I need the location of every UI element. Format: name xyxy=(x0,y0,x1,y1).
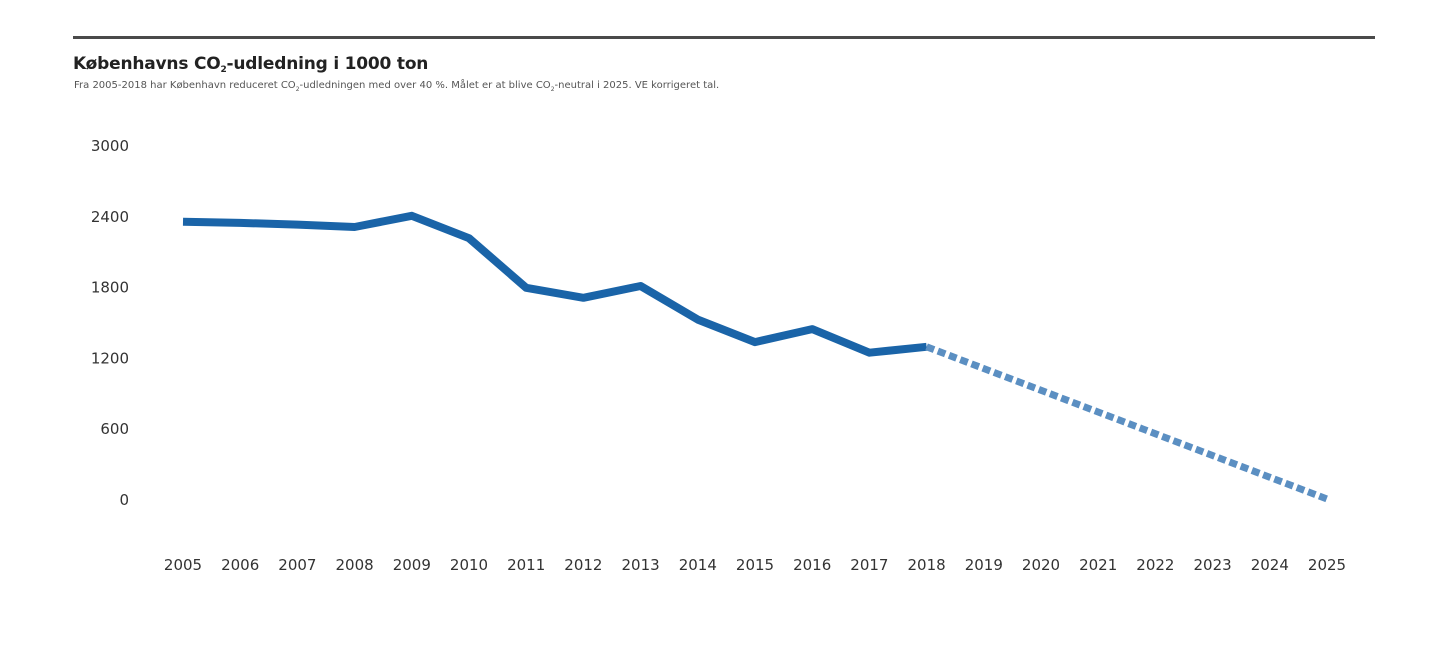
x-tick-label: 2016 xyxy=(793,556,831,574)
y-tick-label: 2400 xyxy=(91,208,129,226)
title-text: Københavns CO xyxy=(73,54,221,74)
x-tick-label: 2010 xyxy=(450,556,488,574)
y-tick-label: 0 xyxy=(119,491,129,509)
x-tick-label: 2009 xyxy=(393,556,431,574)
y-tick-label: 1200 xyxy=(91,349,129,367)
title-text-end: -udledning i 1000 ton xyxy=(226,54,429,74)
x-tick-label: 2007 xyxy=(278,556,316,574)
subtitle-subscript: 2 xyxy=(295,86,300,93)
x-tick-label: 2011 xyxy=(507,556,545,574)
x-tick-label: 2013 xyxy=(622,556,660,574)
y-axis: 3000 2400 1800 1200 600 0 xyxy=(91,137,129,509)
x-tick-label: 2006 xyxy=(221,556,259,574)
subtitle-part: -neutral i 2025. VE korrigeret tal. xyxy=(554,80,720,91)
x-tick-label: 2014 xyxy=(679,556,717,574)
series-group xyxy=(182,211,1329,503)
target-dashed-line xyxy=(925,343,1329,503)
x-tick-label: 2020 xyxy=(1022,556,1060,574)
subtitle-subscript: 2 xyxy=(550,86,555,93)
y-tick-label: 3000 xyxy=(91,137,129,155)
subtitle-part: Fra 2005-2018 har København reduceret CO xyxy=(74,80,296,91)
x-tick-label: 2018 xyxy=(908,556,946,574)
x-tick-label: 2022 xyxy=(1136,556,1174,574)
top-rule xyxy=(73,36,1375,39)
chart-subtitle: Fra 2005-2018 har København reduceret CO… xyxy=(74,80,719,93)
title-subscript: 2 xyxy=(220,65,227,75)
x-tick-label: 2008 xyxy=(336,556,374,574)
chart-title: Københavns CO2-udledning i 1000 ton xyxy=(73,54,428,75)
y-tick-label: 600 xyxy=(100,420,129,438)
x-axis: 2005 2006 2007 2008 2009 2010 2011 2012 2013 2014… xyxy=(164,556,1346,574)
x-tick-label: 2017 xyxy=(850,556,888,574)
actual-emissions-line xyxy=(182,211,928,357)
x-tick-label: 2025 xyxy=(1308,556,1346,574)
x-tick-label: 2019 xyxy=(965,556,1003,574)
x-tick-label: 2015 xyxy=(736,556,774,574)
x-tick-label: 2005 xyxy=(164,556,202,574)
y-tick-label: 1800 xyxy=(91,279,129,297)
x-tick-label: 2012 xyxy=(564,556,602,574)
x-tick-label: 2021 xyxy=(1079,556,1117,574)
x-tick-label: 2023 xyxy=(1194,556,1232,574)
subtitle-part: -udledningen med over 40 %. Målet er at … xyxy=(299,80,551,91)
x-tick-label: 2024 xyxy=(1251,556,1289,574)
